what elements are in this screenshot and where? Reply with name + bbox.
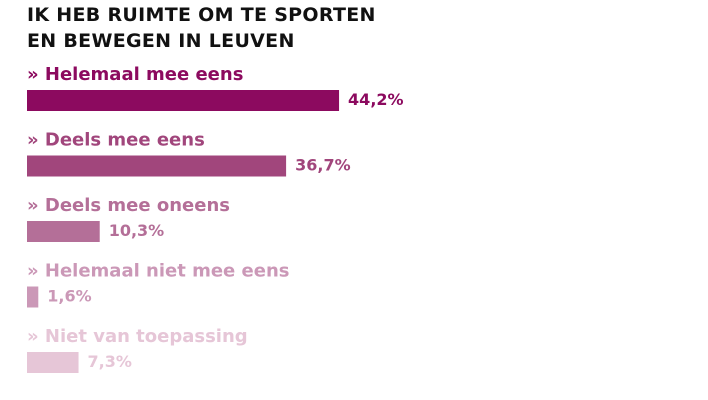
bar — [27, 286, 39, 308]
bar — [27, 352, 79, 373]
category-label: » Deels mee oneens — [27, 195, 230, 216]
value-label: 44,2% — [348, 90, 404, 109]
bar — [27, 155, 287, 177]
bar — [27, 90, 340, 111]
category-label: » Helemaal mee eens — [27, 64, 243, 85]
chart-title: IK HEB RUIMTE OM TE SPORTEN EN BEWEGEN I… — [27, 4, 376, 52]
category-label: » Deels mee eens — [27, 130, 205, 151]
value-label: 36,7% — [295, 156, 351, 175]
value-label: 1,6% — [47, 287, 91, 306]
value-label: 7,3% — [88, 352, 132, 371]
category-label: » Helemaal niet mee eens — [27, 261, 289, 282]
category-label: » Niet van toepassing — [27, 326, 248, 347]
value-label: 10,3% — [109, 221, 165, 240]
bar — [27, 221, 100, 242]
